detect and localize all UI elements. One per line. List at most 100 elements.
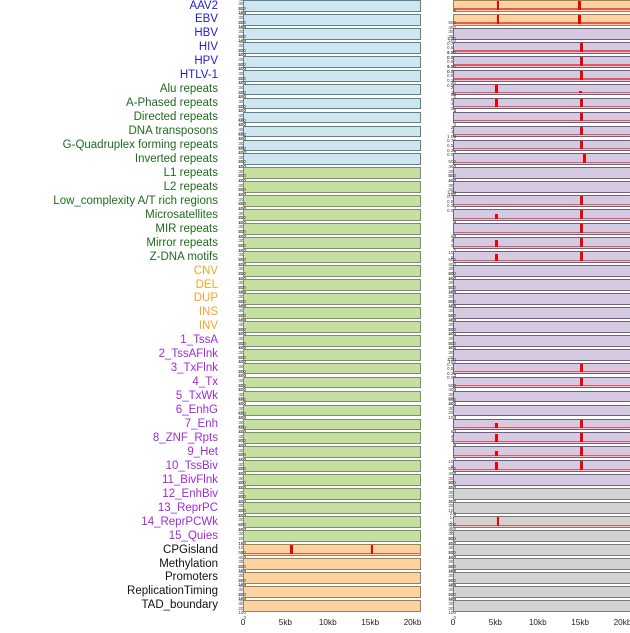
track-panel[interactable]	[243, 488, 421, 500]
track-panel[interactable]	[243, 265, 421, 277]
track-panel[interactable]	[453, 181, 630, 194]
track-panel[interactable]	[453, 460, 630, 473]
track-panel[interactable]	[243, 446, 421, 459]
track-panel[interactable]	[243, 348, 421, 361]
track-panel[interactable]	[453, 41, 630, 54]
track-panel[interactable]	[453, 167, 630, 180]
track-panel[interactable]	[243, 223, 421, 235]
track-panel[interactable]	[453, 279, 630, 291]
track-panel[interactable]	[243, 474, 421, 487]
y-axis-tick-label: 300	[222, 155, 246, 161]
track-panel[interactable]	[453, 265, 630, 277]
track-panel[interactable]	[243, 0, 421, 12]
track-baseline	[454, 22, 630, 24]
track-panel[interactable]	[243, 195, 421, 208]
track-panel[interactable]	[243, 418, 421, 431]
track-panel[interactable]	[243, 460, 421, 473]
track-panel[interactable]	[243, 27, 421, 40]
y-axis-tick-label: 500	[238, 145, 246, 151]
track-panel[interactable]	[243, 320, 421, 333]
x-axis: 0 5kb 10kb 15kb 20kb	[241, 615, 422, 633]
track-panel[interactable]	[243, 167, 421, 180]
track-panel[interactable]	[243, 181, 421, 194]
track-panel[interactable]	[453, 83, 630, 96]
track-panel[interactable]	[453, 153, 630, 166]
track-panel[interactable]	[243, 55, 421, 68]
track-panel[interactable]	[453, 209, 630, 221]
track-panel[interactable]	[453, 97, 630, 110]
track-panel[interactable]	[243, 376, 421, 389]
track-panel[interactable]	[453, 348, 630, 361]
track-panel[interactable]	[243, 362, 421, 375]
track-panel[interactable]	[243, 279, 421, 291]
track-panel[interactable]	[243, 83, 421, 96]
track-panel[interactable]	[453, 195, 630, 208]
track-panel[interactable]	[453, 223, 630, 235]
track-panel[interactable]	[243, 502, 421, 514]
track-panel[interactable]	[243, 530, 421, 542]
track-panel[interactable]	[243, 209, 421, 221]
track-panel[interactable]	[243, 516, 421, 528]
track-panel[interactable]	[453, 27, 630, 40]
track-panel[interactable]	[243, 97, 421, 110]
track-panel[interactable]	[243, 599, 421, 612]
track-panel[interactable]	[453, 292, 630, 305]
track-panel[interactable]	[453, 446, 630, 459]
y-axis-tick-label: 100	[448, 498, 456, 504]
y-axis-tick-label: 100	[238, 415, 246, 420]
track-panel[interactable]	[243, 306, 421, 319]
y-axis-tick-label: 100	[238, 582, 246, 588]
track-panel[interactable]	[243, 153, 421, 166]
track-panel[interactable]	[453, 306, 630, 319]
track-panel[interactable]	[243, 237, 421, 249]
track-panel[interactable]	[243, 334, 421, 347]
track-panel[interactable]	[453, 125, 630, 138]
track-panel[interactable]	[243, 251, 421, 263]
track-panel[interactable]	[243, 585, 421, 598]
track-panel[interactable]	[243, 544, 421, 556]
track-panel[interactable]	[453, 0, 630, 12]
track-panel[interactable]	[453, 251, 630, 263]
track-panel[interactable]	[243, 41, 421, 54]
data-bar	[496, 14, 500, 24]
track-panel[interactable]	[243, 111, 421, 124]
y-axis-tick-label: 400	[222, 276, 246, 282]
track-panel[interactable]	[453, 474, 630, 487]
track-panel[interactable]	[243, 13, 421, 26]
track-panel[interactable]	[243, 390, 421, 403]
track-panel[interactable]	[453, 320, 630, 333]
track-panel[interactable]	[453, 390, 630, 403]
track-panel[interactable]	[453, 362, 630, 375]
y-axis-tick-label: 300	[222, 574, 246, 579]
track-panel[interactable]	[453, 530, 630, 542]
track-panel[interactable]	[453, 544, 630, 556]
track-panel[interactable]	[243, 125, 421, 138]
track-panel[interactable]	[453, 432, 630, 445]
track-panel[interactable]	[453, 585, 630, 598]
track-panel[interactable]	[453, 418, 630, 431]
track-panel[interactable]	[453, 237, 630, 249]
track-panel[interactable]	[243, 139, 421, 152]
track-panel[interactable]	[453, 69, 630, 82]
track-panel[interactable]	[453, 502, 630, 514]
track-panel[interactable]	[453, 13, 630, 26]
y-axis-tick-label: 200	[432, 578, 456, 584]
track-panel[interactable]	[453, 376, 630, 389]
track-panel[interactable]	[243, 69, 421, 82]
track-panel[interactable]	[243, 432, 421, 445]
track-panel[interactable]	[243, 404, 421, 417]
track-panel[interactable]	[453, 404, 630, 417]
track-panel[interactable]	[453, 571, 630, 584]
track-panel[interactable]	[243, 571, 421, 584]
track-panel[interactable]	[453, 599, 630, 612]
track-panel[interactable]	[453, 516, 630, 528]
track-panel[interactable]	[243, 292, 421, 305]
track-panel[interactable]	[453, 111, 630, 124]
track-panel[interactable]	[453, 55, 630, 68]
track-panel[interactable]	[453, 558, 630, 570]
track-panel[interactable]	[453, 139, 630, 152]
track-panel[interactable]	[453, 334, 630, 347]
y-axis-tick-label: 100	[448, 596, 456, 602]
track-panel[interactable]	[453, 488, 630, 500]
track-panel[interactable]	[243, 558, 421, 570]
